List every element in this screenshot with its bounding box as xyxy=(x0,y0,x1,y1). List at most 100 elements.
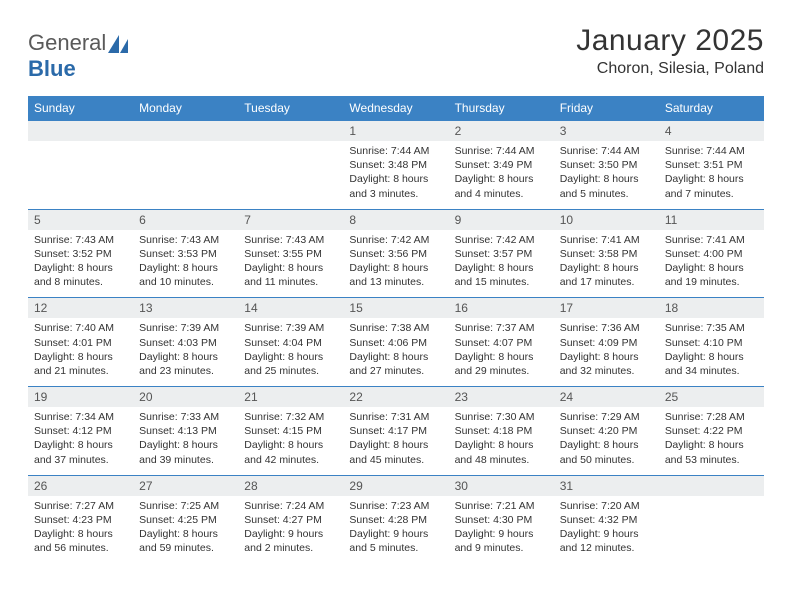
day-day1-text: Daylight: 8 hours xyxy=(665,261,758,275)
day-sunrise-text: Sunrise: 7:33 AM xyxy=(139,410,232,424)
logo-text-b: Blue xyxy=(28,56,76,81)
day-number: 9 xyxy=(449,210,554,230)
day-body: Sunrise: 7:33 AMSunset: 4:13 PMDaylight:… xyxy=(133,407,238,475)
day-number: 16 xyxy=(449,298,554,318)
day-body: Sunrise: 7:40 AMSunset: 4:01 PMDaylight:… xyxy=(28,318,133,386)
day-day1-text: Daylight: 8 hours xyxy=(34,261,127,275)
day-cell: 19Sunrise: 7:34 AMSunset: 4:12 PMDayligh… xyxy=(28,387,133,476)
day-sunset-text: Sunset: 4:23 PM xyxy=(34,513,127,527)
day-number: 13 xyxy=(133,298,238,318)
weekday-header: Saturday xyxy=(659,96,764,121)
day-number: 22 xyxy=(343,387,448,407)
day-cell: 26Sunrise: 7:27 AMSunset: 4:23 PMDayligh… xyxy=(28,475,133,563)
day-number: 5 xyxy=(28,210,133,230)
day-body: Sunrise: 7:37 AMSunset: 4:07 PMDaylight:… xyxy=(449,318,554,386)
day-day2-text: and 29 minutes. xyxy=(455,364,548,378)
day-sunset-text: Sunset: 4:10 PM xyxy=(665,336,758,350)
day-cell: 8Sunrise: 7:42 AMSunset: 3:56 PMDaylight… xyxy=(343,209,448,298)
day-body: Sunrise: 7:27 AMSunset: 4:23 PMDaylight:… xyxy=(28,496,133,564)
day-sunrise-text: Sunrise: 7:34 AM xyxy=(34,410,127,424)
day-sunrise-text: Sunrise: 7:42 AM xyxy=(349,233,442,247)
day-day1-text: Daylight: 9 hours xyxy=(349,527,442,541)
day-sunrise-text: Sunrise: 7:24 AM xyxy=(244,499,337,513)
day-body: Sunrise: 7:36 AMSunset: 4:09 PMDaylight:… xyxy=(554,318,659,386)
day-body: Sunrise: 7:41 AMSunset: 3:58 PMDaylight:… xyxy=(554,230,659,298)
day-day1-text: Daylight: 8 hours xyxy=(349,261,442,275)
day-day1-text: Daylight: 8 hours xyxy=(244,350,337,364)
month-title: January 2025 xyxy=(576,24,764,58)
day-number xyxy=(133,121,238,141)
day-body: Sunrise: 7:44 AMSunset: 3:51 PMDaylight:… xyxy=(659,141,764,209)
day-sunset-text: Sunset: 4:18 PM xyxy=(455,424,548,438)
day-sunrise-text: Sunrise: 7:39 AM xyxy=(244,321,337,335)
day-number: 11 xyxy=(659,210,764,230)
day-sunrise-text: Sunrise: 7:36 AM xyxy=(560,321,653,335)
day-day2-text: and 17 minutes. xyxy=(560,275,653,289)
day-cell: 1Sunrise: 7:44 AMSunset: 3:48 PMDaylight… xyxy=(343,121,448,210)
day-number: 21 xyxy=(238,387,343,407)
calendar-page: General Blue January 2025 Choron, Silesi… xyxy=(0,0,792,563)
day-cell: 18Sunrise: 7:35 AMSunset: 4:10 PMDayligh… xyxy=(659,298,764,387)
day-cell xyxy=(28,121,133,210)
day-day2-text: and 12 minutes. xyxy=(560,541,653,555)
day-sunrise-text: Sunrise: 7:44 AM xyxy=(349,144,442,158)
weekday-header: Friday xyxy=(554,96,659,121)
day-sunrise-text: Sunrise: 7:44 AM xyxy=(560,144,653,158)
day-day2-text: and 42 minutes. xyxy=(244,453,337,467)
logo: General Blue xyxy=(28,30,130,82)
page-header: General Blue January 2025 Choron, Silesi… xyxy=(28,24,764,82)
day-body: Sunrise: 7:24 AMSunset: 4:27 PMDaylight:… xyxy=(238,496,343,564)
day-number: 12 xyxy=(28,298,133,318)
day-day2-text: and 53 minutes. xyxy=(665,453,758,467)
day-body: Sunrise: 7:39 AMSunset: 4:04 PMDaylight:… xyxy=(238,318,343,386)
day-number: 27 xyxy=(133,476,238,496)
day-number: 26 xyxy=(28,476,133,496)
day-sunrise-text: Sunrise: 7:27 AM xyxy=(34,499,127,513)
day-sunset-text: Sunset: 3:52 PM xyxy=(34,247,127,261)
day-day2-text: and 15 minutes. xyxy=(455,275,548,289)
day-sunrise-text: Sunrise: 7:40 AM xyxy=(34,321,127,335)
day-cell: 7Sunrise: 7:43 AMSunset: 3:55 PMDaylight… xyxy=(238,209,343,298)
day-day2-text: and 34 minutes. xyxy=(665,364,758,378)
day-sunrise-text: Sunrise: 7:44 AM xyxy=(455,144,548,158)
day-cell: 14Sunrise: 7:39 AMSunset: 4:04 PMDayligh… xyxy=(238,298,343,387)
day-body: Sunrise: 7:34 AMSunset: 4:12 PMDaylight:… xyxy=(28,407,133,475)
day-cell: 9Sunrise: 7:42 AMSunset: 3:57 PMDaylight… xyxy=(449,209,554,298)
day-sunrise-text: Sunrise: 7:44 AM xyxy=(665,144,758,158)
day-day2-text: and 21 minutes. xyxy=(34,364,127,378)
day-cell: 15Sunrise: 7:38 AMSunset: 4:06 PMDayligh… xyxy=(343,298,448,387)
day-sunset-text: Sunset: 4:00 PM xyxy=(665,247,758,261)
day-number: 30 xyxy=(449,476,554,496)
day-sunrise-text: Sunrise: 7:41 AM xyxy=(665,233,758,247)
day-sunset-text: Sunset: 4:07 PM xyxy=(455,336,548,350)
day-number: 29 xyxy=(343,476,448,496)
day-sunrise-text: Sunrise: 7:39 AM xyxy=(139,321,232,335)
calendar-table: Sunday Monday Tuesday Wednesday Thursday… xyxy=(28,96,764,563)
day-number: 19 xyxy=(28,387,133,407)
week-row: 26Sunrise: 7:27 AMSunset: 4:23 PMDayligh… xyxy=(28,475,764,563)
day-sunset-text: Sunset: 3:53 PM xyxy=(139,247,232,261)
logo-text-a: General xyxy=(28,30,106,55)
logo-text: General Blue xyxy=(28,30,130,82)
day-day1-text: Daylight: 8 hours xyxy=(665,350,758,364)
week-row: 1Sunrise: 7:44 AMSunset: 3:48 PMDaylight… xyxy=(28,121,764,210)
day-sunset-text: Sunset: 4:01 PM xyxy=(34,336,127,350)
weekday-header-row: Sunday Monday Tuesday Wednesday Thursday… xyxy=(28,96,764,121)
day-sunset-text: Sunset: 4:32 PM xyxy=(560,513,653,527)
day-cell: 4Sunrise: 7:44 AMSunset: 3:51 PMDaylight… xyxy=(659,121,764,210)
day-day2-text: and 2 minutes. xyxy=(244,541,337,555)
day-body xyxy=(133,141,238,199)
weekday-header: Thursday xyxy=(449,96,554,121)
day-number: 14 xyxy=(238,298,343,318)
day-cell xyxy=(238,121,343,210)
day-sunrise-text: Sunrise: 7:28 AM xyxy=(665,410,758,424)
day-day2-text: and 10 minutes. xyxy=(139,275,232,289)
day-day2-text: and 32 minutes. xyxy=(560,364,653,378)
day-day1-text: Daylight: 8 hours xyxy=(455,261,548,275)
day-day1-text: Daylight: 8 hours xyxy=(139,527,232,541)
day-sunrise-text: Sunrise: 7:42 AM xyxy=(455,233,548,247)
day-sunrise-text: Sunrise: 7:25 AM xyxy=(139,499,232,513)
day-day1-text: Daylight: 8 hours xyxy=(139,261,232,275)
day-sunset-text: Sunset: 3:48 PM xyxy=(349,158,442,172)
day-sunset-text: Sunset: 4:25 PM xyxy=(139,513,232,527)
